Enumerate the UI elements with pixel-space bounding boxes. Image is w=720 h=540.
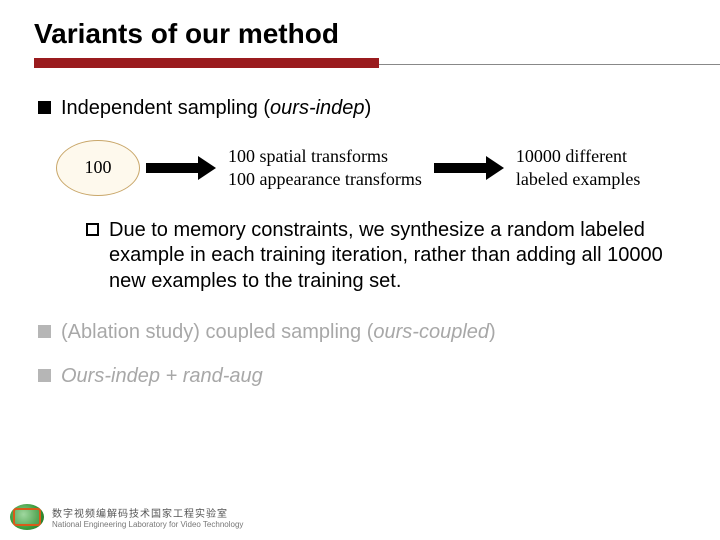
sub-bullet-memory: Due to memory constraints, we synthesize…	[86, 218, 686, 295]
appearance-transforms-line: 100 appearance transforms	[228, 168, 422, 191]
input-count-oval: 100	[56, 140, 140, 196]
sub-bullet-list: Due to memory constraints, we synthesize…	[34, 218, 686, 295]
bullet-rand-aug: Ours-indep + rand-aug	[38, 364, 686, 390]
lab-logo-icon	[10, 504, 44, 530]
bullet-list-dim: (Ablation study) coupled sampling (ours-…	[34, 320, 686, 389]
sub-bullet-text: Due to memory constraints, we synthesize…	[109, 218, 686, 295]
bullet-text: (Ablation study) coupled sampling (ours-…	[61, 320, 496, 346]
bullet-text-plain: (Ablation study) coupled sampling (	[61, 321, 373, 343]
rule-thick	[34, 58, 379, 68]
bullet-list: Independent sampling (ours-indep)	[34, 96, 686, 122]
bullet-coupled-sampling: (Ablation study) coupled sampling (ours-…	[38, 320, 686, 346]
lab-name-en: National Engineering Laboratory for Vide…	[52, 520, 243, 529]
spatial-transforms-line: 100 spatial transforms	[228, 145, 422, 168]
slide: Variants of our method Independent sampl…	[0, 0, 720, 540]
lab-text: 数字视频编解码技术国家工程实验室 National Engineering La…	[52, 505, 243, 529]
lab-name-cn: 数字视频编解码技术国家工程实验室	[52, 505, 243, 520]
bullet-independent-sampling: Independent sampling (ours-indep)	[38, 96, 686, 122]
square-bullet-icon	[38, 369, 51, 382]
outline-square-bullet-icon	[86, 223, 99, 236]
bullet-text-plain: Independent sampling (	[61, 97, 270, 119]
output-text: 10000 different labeled examples	[516, 145, 640, 190]
output-label-line: labeled examples	[516, 168, 640, 191]
arrow-icon	[146, 162, 216, 174]
title-rule	[34, 58, 686, 72]
bullet-text-em: ours-coupled	[373, 321, 489, 343]
transforms-text: 100 spatial transforms 100 appearance tr…	[228, 145, 422, 190]
bullet-text-em: ours-indep	[270, 97, 365, 119]
bullet-text: Independent sampling (ours-indep)	[61, 96, 371, 122]
transforms-diagram: 100 100 spatial transforms 100 appearanc…	[56, 140, 686, 196]
output-count-line: 10000 different	[516, 145, 640, 168]
footer: 数字视频编解码技术国家工程实验室 National Engineering La…	[10, 504, 243, 530]
arrow-icon	[434, 162, 504, 174]
bullet-text: Ours-indep + rand-aug	[61, 364, 263, 390]
square-bullet-icon	[38, 101, 51, 114]
bullet-text-tail: )	[365, 97, 372, 119]
page-title: Variants of our method	[34, 18, 686, 50]
square-bullet-icon	[38, 325, 51, 338]
bullet-text-tail: )	[489, 321, 496, 343]
